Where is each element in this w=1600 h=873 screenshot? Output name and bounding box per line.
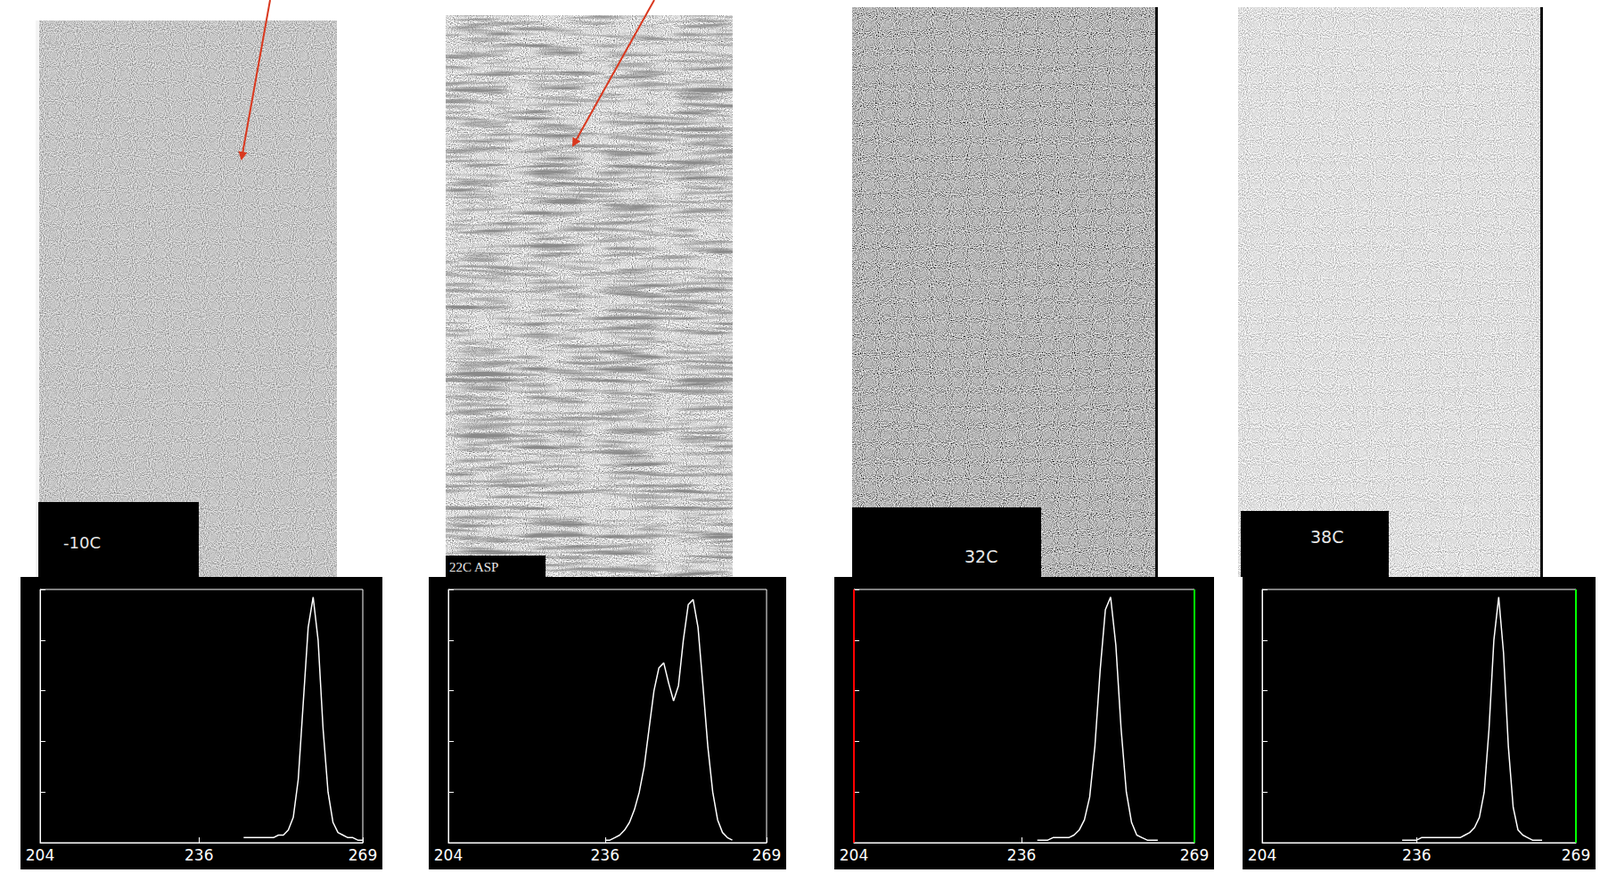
- svg-text:-10C: -10C: [63, 533, 101, 552]
- svg-text:236: 236: [1007, 845, 1036, 864]
- svg-text:236: 236: [590, 845, 620, 864]
- svg-text:204: 204: [25, 845, 55, 864]
- svg-text:269: 269: [348, 845, 378, 864]
- svg-text:236: 236: [184, 845, 214, 864]
- svg-text:38C: 38C: [1310, 526, 1344, 547]
- svg-text:204: 204: [839, 845, 869, 864]
- svg-text:204: 204: [434, 845, 463, 864]
- svg-text:236: 236: [1402, 845, 1431, 864]
- svg-text:204: 204: [1247, 845, 1277, 864]
- svg-text:269: 269: [752, 845, 781, 864]
- svg-text:32C: 32C: [964, 546, 998, 567]
- svg-text:269: 269: [1561, 845, 1591, 864]
- svg-text:269: 269: [1180, 845, 1209, 864]
- svg-text:22C ASP: 22C ASP: [449, 559, 499, 575]
